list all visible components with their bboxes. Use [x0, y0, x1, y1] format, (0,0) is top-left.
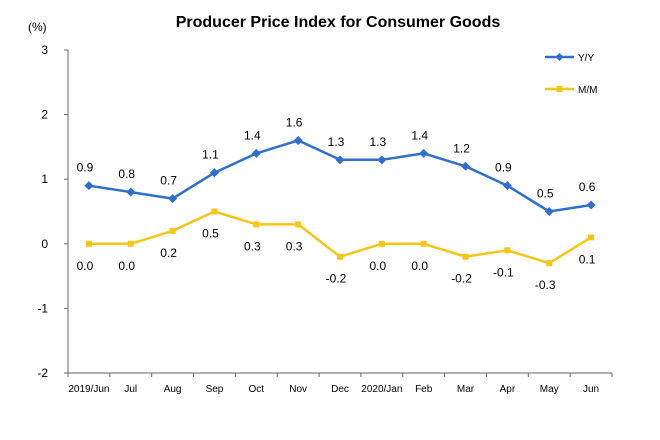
- data-point: [211, 208, 218, 215]
- data-label: 0.9: [77, 161, 94, 175]
- data-point: [169, 227, 176, 234]
- x-tick-label: Jul: [124, 384, 137, 395]
- data-label: -0.3: [535, 278, 556, 292]
- data-label: 1.4: [411, 128, 428, 142]
- data-point: [546, 260, 553, 267]
- data-label: 0.7: [160, 174, 177, 188]
- x-tick-label: Mar: [457, 384, 475, 395]
- data-point: [84, 181, 94, 191]
- data-point: [293, 135, 303, 145]
- data-label: 0.0: [77, 259, 94, 273]
- data-point: [502, 181, 512, 191]
- data-label: 0.2: [160, 246, 177, 260]
- data-point: [420, 240, 427, 247]
- x-tick-label: 2019/Jun: [68, 384, 109, 395]
- data-point: [251, 148, 261, 158]
- data-point: [335, 155, 345, 165]
- legend-entry-label: M/M: [578, 85, 597, 96]
- data-point: [462, 253, 469, 260]
- data-label: 0.0: [370, 259, 387, 273]
- data-label: -0.1: [493, 265, 514, 279]
- data-point: [295, 221, 302, 228]
- data-point: [253, 221, 260, 228]
- data-label: 0.3: [244, 239, 261, 253]
- y-tick-label: 1: [41, 172, 48, 186]
- data-labels: 0.9 0.8 0.7 1.1 1.4 1.6 1.3 1.3 1.4 1.2 0.9 0.5 0.6 0…: [77, 115, 596, 292]
- data-label: 0.5: [202, 227, 219, 241]
- data-label: 0.0: [411, 259, 428, 273]
- data-label: 0.5: [537, 187, 554, 201]
- data-point: [504, 247, 511, 254]
- data-point: [588, 234, 595, 241]
- x-tick-label: May: [540, 384, 559, 395]
- x-tick-label: Apr: [500, 384, 516, 395]
- data-label: 0.8: [118, 167, 135, 181]
- x-tick-label: Nov: [289, 384, 307, 395]
- series-mm: [85, 208, 595, 267]
- data-label: 1.3: [328, 135, 345, 149]
- y-tick-label: -1: [37, 301, 48, 315]
- data-point: [126, 187, 136, 197]
- data-label: 0.6: [579, 180, 596, 194]
- series-yy: [84, 135, 596, 216]
- data-point: [378, 240, 385, 247]
- legend-swatch-marker: [555, 53, 564, 61]
- x-tick-label: Jun: [583, 384, 599, 395]
- data-point: [377, 155, 387, 165]
- x-tick-label: Dec: [331, 384, 349, 395]
- series-layer: [84, 135, 596, 267]
- y-tick-label: 2: [41, 108, 48, 122]
- x-tick-label: Sep: [206, 384, 224, 395]
- legend-entry-label: Y/Y: [578, 53, 594, 64]
- unit-label: (%): [28, 20, 47, 34]
- data-label: 0.0: [118, 259, 135, 273]
- data-point: [544, 207, 554, 216]
- data-label: 1.2: [453, 141, 470, 155]
- data-point: [209, 168, 219, 178]
- axes: 3 2 1 0 -1 -2 2019/Jun Jul Aug Sep Oct Nov Dec 2020/J…: [37, 43, 613, 395]
- data-label: -0.2: [451, 272, 472, 286]
- x-tick-label: Aug: [164, 384, 182, 395]
- data-label: 0.9: [495, 161, 512, 175]
- data-label: 1.3: [370, 135, 387, 149]
- data-point: [127, 240, 134, 247]
- data-label: 1.4: [244, 128, 261, 142]
- data-point: [586, 200, 596, 210]
- x-tick-label: Oct: [249, 384, 265, 395]
- y-tick-label: 3: [41, 43, 48, 57]
- legend-swatch-marker: [556, 86, 563, 92]
- data-label: -0.2: [326, 272, 347, 286]
- y-tick-label: -2: [37, 366, 48, 380]
- data-label: 1.6: [286, 115, 303, 129]
- data-point: [419, 148, 429, 158]
- x-tick-label: Feb: [415, 384, 433, 395]
- data-label: 0.1: [579, 252, 596, 266]
- legend: Y/Y M/M: [545, 53, 597, 96]
- data-label: 1.1: [202, 148, 219, 162]
- chart-title: Producer Price Index for Consumer Goods: [176, 14, 501, 31]
- data-point: [168, 194, 178, 204]
- data-point: [85, 240, 92, 247]
- y-tick-label: 0: [41, 237, 48, 251]
- data-point: [337, 253, 343, 260]
- data-label: 0.3: [286, 239, 303, 253]
- x-tick-label: 2020/Jan: [361, 384, 402, 395]
- data-point: [461, 161, 471, 171]
